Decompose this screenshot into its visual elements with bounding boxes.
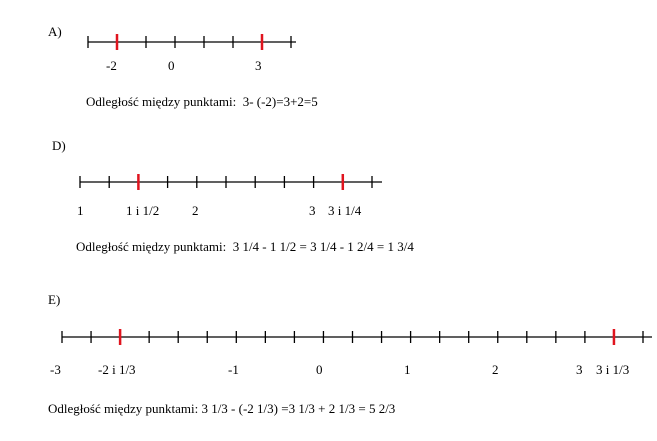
section-label: A) xyxy=(48,24,62,39)
tick-label: 1 xyxy=(77,203,84,218)
tick-label: 0 xyxy=(168,58,175,73)
tick-label: 3 xyxy=(309,203,316,218)
tick-label: -2 xyxy=(106,58,117,73)
tick-label: 2 xyxy=(192,203,199,218)
tick-label: 1 xyxy=(404,362,411,377)
tick-label: -1 xyxy=(228,362,239,377)
explanation: Odległość między punktami: 3 1/4 - 1 1/2… xyxy=(76,239,414,254)
tick-label: 0 xyxy=(316,362,323,377)
tick-label: -3 xyxy=(50,362,61,377)
explanation: Odległość między punktami: 3 1/3 - (-2 1… xyxy=(48,401,395,416)
tick-label: 2 xyxy=(492,362,499,377)
section-label: D) xyxy=(52,138,66,153)
tick-label: 1 i 1/2 xyxy=(126,203,159,218)
tick-label: 3 xyxy=(255,58,262,73)
tick-label: 3 i 1/4 xyxy=(328,203,362,218)
tick-label: 3 i 1/3 xyxy=(596,362,629,377)
tick-label: -2 i 1/3 xyxy=(98,362,136,377)
explanation: Odległość między punktami: 3- (-2)=3+2=5 xyxy=(86,94,318,109)
section-label: E) xyxy=(48,292,60,307)
tick-label: 3 xyxy=(576,362,583,377)
